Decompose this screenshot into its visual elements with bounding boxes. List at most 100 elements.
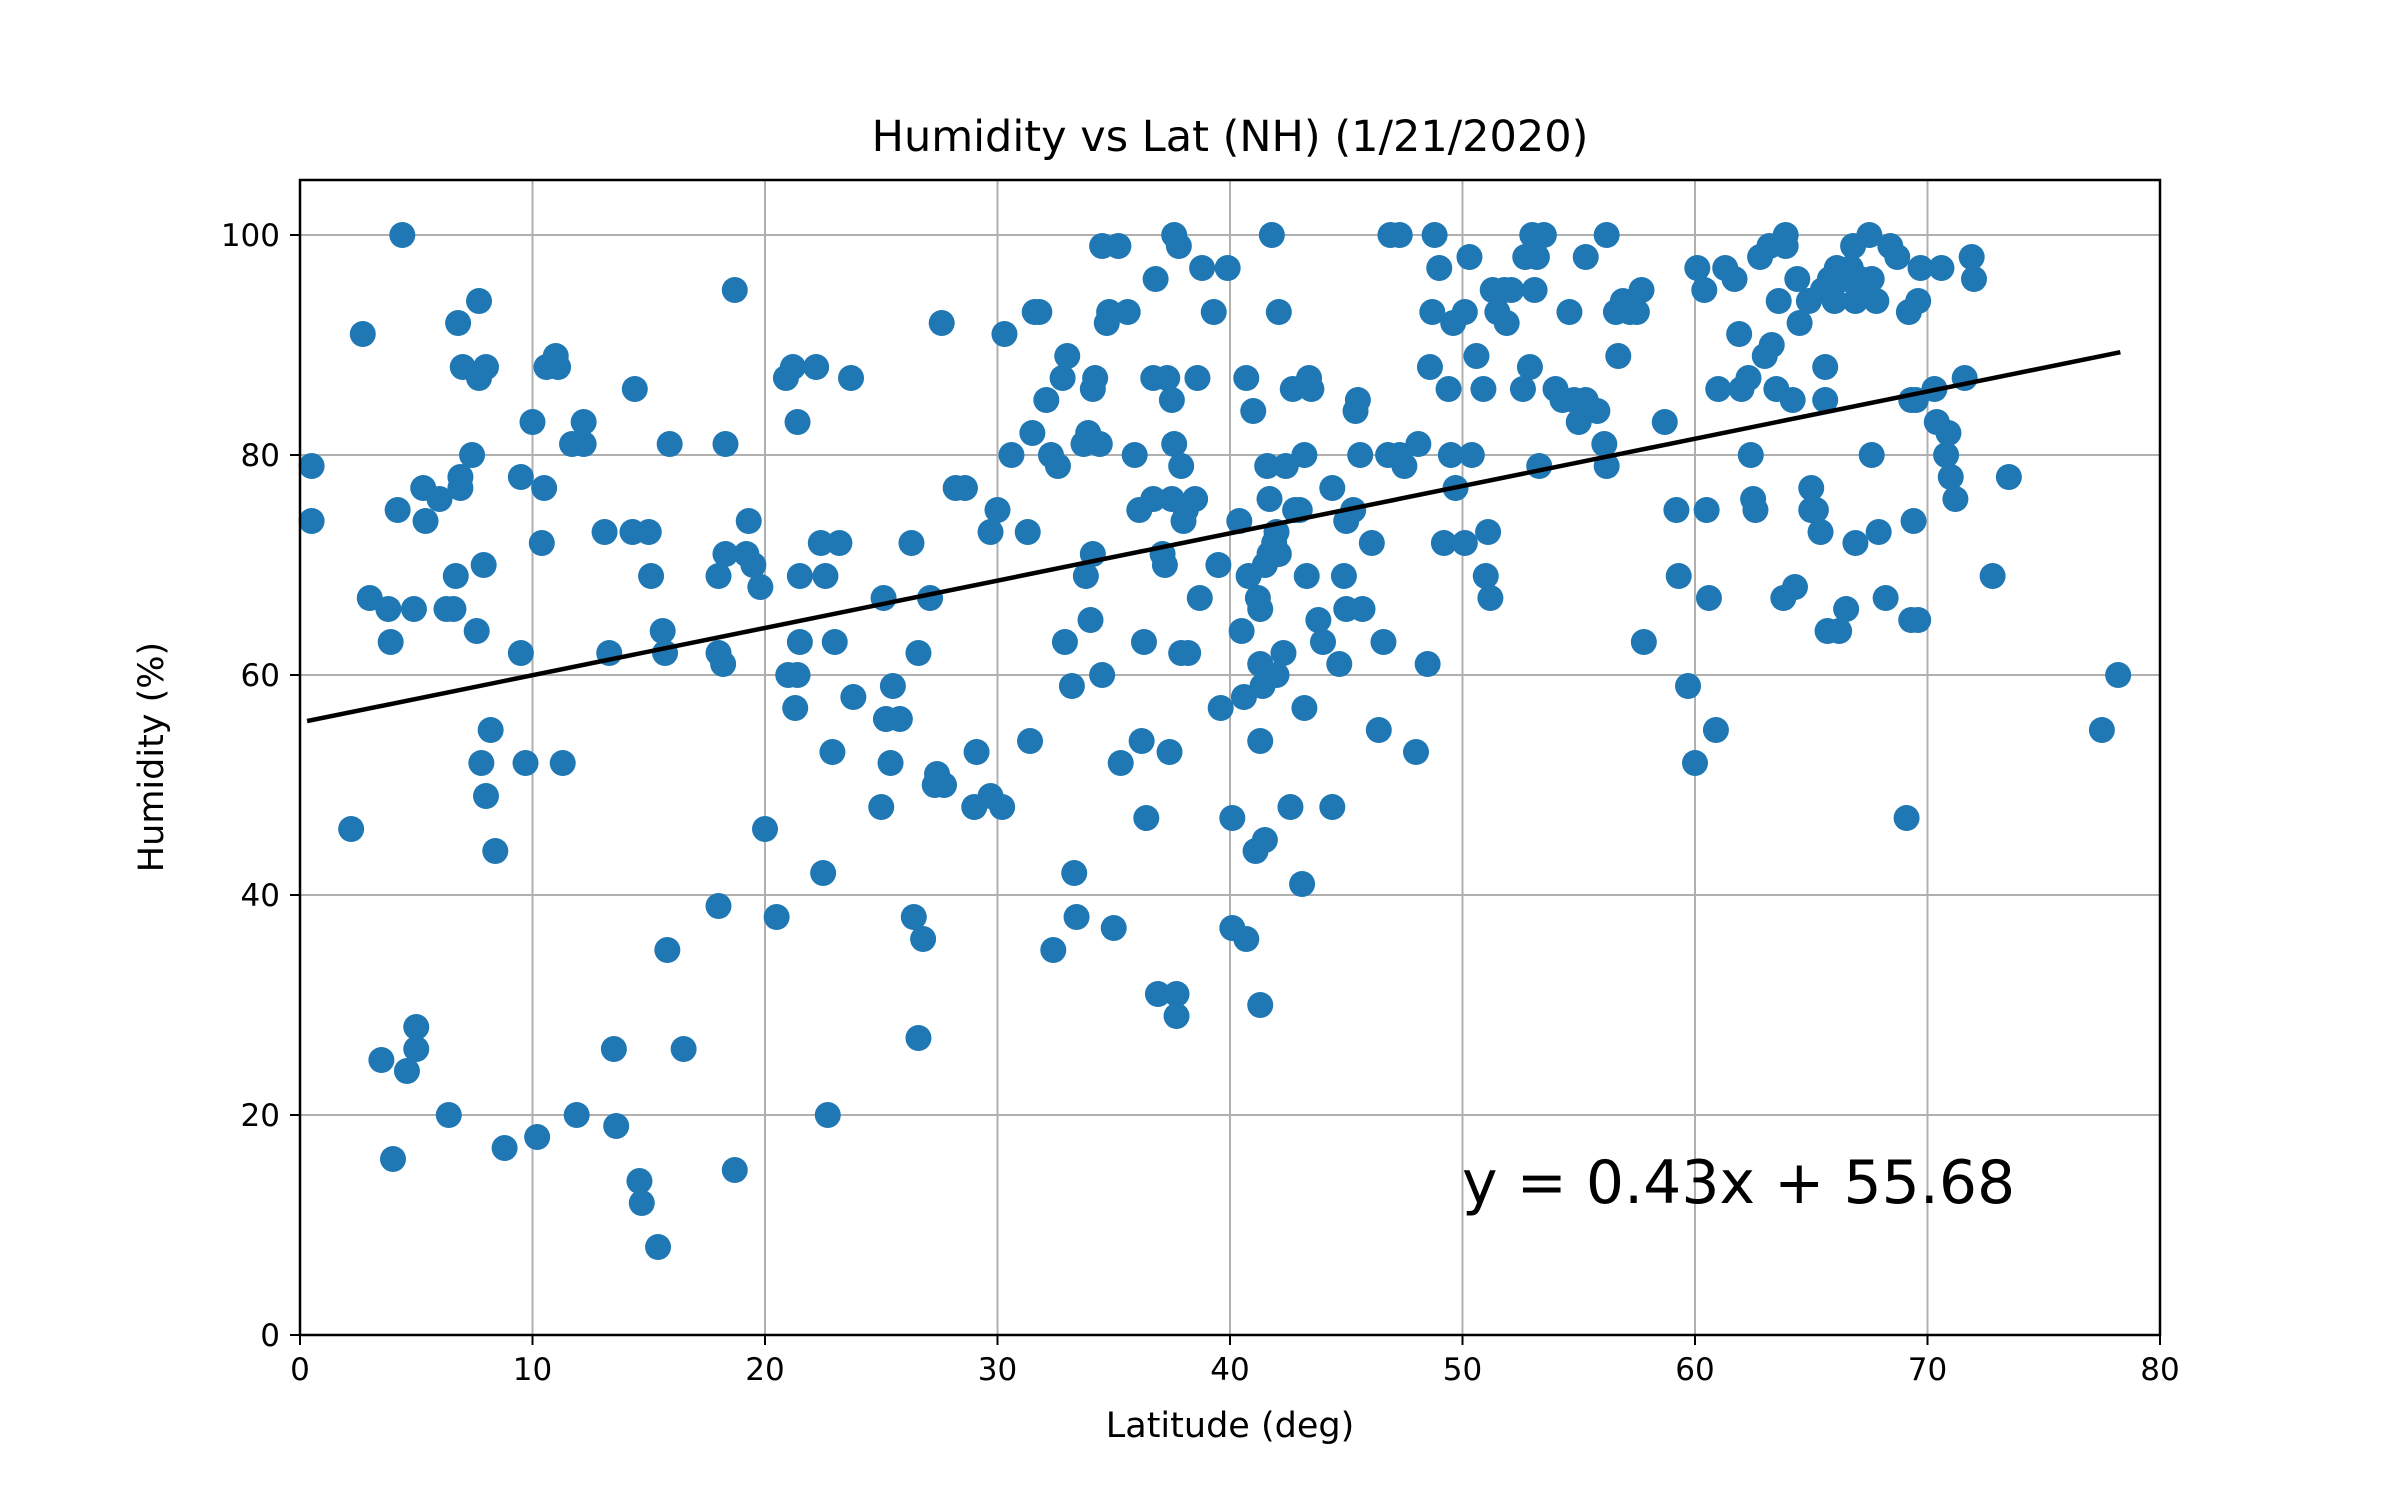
data-point [1205, 552, 1232, 578]
x-tick-label: 0 [290, 1352, 310, 1388]
data-point [735, 508, 762, 534]
data-point [1291, 442, 1318, 468]
data-point [1049, 365, 1076, 391]
data-point [638, 563, 665, 589]
data-point [721, 1157, 748, 1183]
data-point [507, 464, 534, 490]
data-point [1054, 343, 1081, 369]
data-point [600, 1036, 627, 1062]
data-point [840, 684, 867, 710]
y-tick-label: 0 [260, 1318, 280, 1354]
data-point [1691, 277, 1718, 303]
data-point [928, 310, 955, 336]
data-point [1942, 486, 1969, 512]
x-tick-label: 40 [1210, 1352, 1249, 1388]
data-point [1133, 805, 1160, 831]
data-point [1319, 794, 1346, 820]
data-point [1247, 992, 1274, 1018]
data-point [1458, 442, 1485, 468]
data-point [1509, 376, 1536, 402]
data-point [1414, 651, 1441, 677]
data-point [1893, 805, 1920, 831]
x-tick-label: 10 [513, 1352, 552, 1388]
data-point [1451, 530, 1478, 556]
y-tick-label: 20 [241, 1098, 280, 1134]
data-point [1493, 310, 1520, 336]
data-point [1907, 255, 1934, 281]
data-point [1365, 717, 1392, 743]
data-point [712, 431, 739, 457]
data-point [779, 354, 806, 380]
data-point [1786, 310, 1813, 336]
data-point [1884, 244, 1911, 270]
data-point [1014, 519, 1041, 545]
data-point [393, 1058, 420, 1084]
data-point [1781, 574, 1808, 600]
data-point [1100, 915, 1127, 941]
data-point [1163, 1003, 1190, 1029]
data-point [1905, 607, 1932, 633]
data-point [1833, 596, 1860, 622]
data-point [1121, 442, 1148, 468]
data-point [1556, 299, 1583, 325]
data-point [1019, 420, 1046, 446]
data-point [740, 552, 767, 578]
data-point [1928, 255, 1955, 281]
data-point [1182, 486, 1209, 512]
data-point [705, 563, 732, 589]
data-point [819, 739, 846, 765]
data-point [1475, 519, 1502, 545]
data-point [377, 629, 404, 655]
data-point [1158, 387, 1185, 413]
data-point [1693, 497, 1720, 523]
data-point [1189, 255, 1216, 281]
data-point [1096, 299, 1123, 325]
data-point [1358, 530, 1385, 556]
data-point [1247, 728, 1274, 754]
data-point [838, 365, 865, 391]
data-point [626, 1168, 653, 1194]
data-point [1812, 354, 1839, 380]
data-point [1161, 431, 1188, 457]
data-point [1430, 530, 1457, 556]
data-point [628, 1190, 655, 1216]
data-point [1168, 453, 1195, 479]
data-point [1456, 244, 1483, 270]
data-point [879, 673, 906, 699]
data-point [877, 750, 904, 776]
data-point [810, 860, 837, 886]
data-point [368, 1047, 395, 1073]
data-point [1326, 651, 1353, 677]
data-point [1263, 662, 1290, 688]
data-point [512, 750, 539, 776]
data-point [1017, 728, 1044, 754]
data-point [1451, 299, 1478, 325]
data-point [1802, 497, 1829, 523]
data-point [1937, 464, 1964, 490]
data-point [1591, 431, 1618, 457]
data-point [1995, 464, 2022, 490]
data-point [1905, 288, 1932, 314]
data-point [531, 475, 558, 501]
data-point [1416, 354, 1443, 380]
data-point [1214, 255, 1241, 281]
data-point [784, 409, 811, 435]
data-point [384, 497, 411, 523]
data-point [1265, 299, 1292, 325]
data-point [1665, 563, 1692, 589]
data-point [898, 530, 925, 556]
data-point [1526, 453, 1553, 479]
data-point [1623, 299, 1650, 325]
data-point [1663, 497, 1690, 523]
data-point [389, 222, 416, 248]
data-point [473, 354, 499, 380]
data-point [931, 772, 958, 798]
data-point [1735, 365, 1762, 391]
data-point [1605, 343, 1632, 369]
data-point [1061, 860, 1088, 886]
data-point [1044, 453, 1071, 479]
data-point [549, 750, 576, 776]
data-point [821, 629, 848, 655]
data-point [905, 640, 932, 666]
